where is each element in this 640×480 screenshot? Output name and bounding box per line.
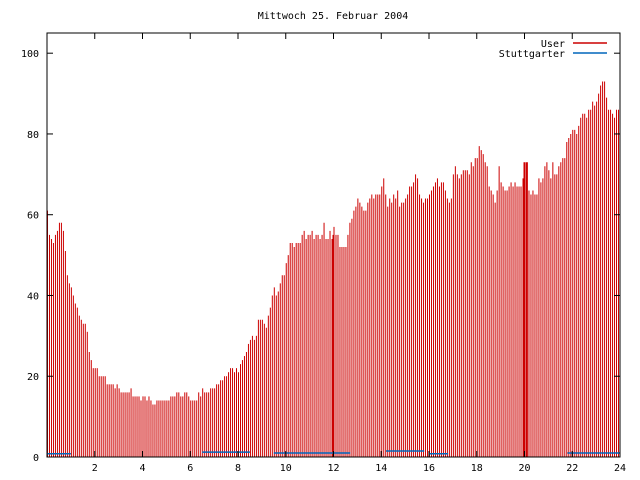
y-tick-label: 20 <box>27 372 39 383</box>
x-tick-label: 4 <box>139 463 145 474</box>
x-tick-label: 14 <box>375 463 387 474</box>
x-tick-label: 16 <box>423 463 435 474</box>
plot-bars <box>47 81 620 457</box>
y-tick-label: 0 <box>33 453 39 464</box>
x-tick-label: 2 <box>92 463 98 474</box>
legend: User Stuttgarter <box>499 39 607 60</box>
plot-series-stuttgarter <box>47 450 620 455</box>
y-axis: 0 20 40 60 80 100 <box>21 49 620 464</box>
x-tick-label: 18 <box>471 463 483 474</box>
x-tick-label: 22 <box>566 463 578 474</box>
y-tick-label: 100 <box>21 49 39 60</box>
x-axis: 2 4 6 8 10 12 14 16 18 20 22 24 <box>92 33 626 474</box>
y-tick-label: 60 <box>27 211 39 222</box>
x-tick-label: 6 <box>187 463 193 474</box>
y-tick-label: 40 <box>27 291 39 302</box>
y-tick-label: 80 <box>27 130 39 141</box>
x-tick-label: 20 <box>518 463 530 474</box>
x-tick-label: 8 <box>235 463 241 474</box>
x-tick-label: 24 <box>614 463 626 474</box>
legend-label-user: User <box>541 39 565 50</box>
legend-label-stuttgarter: Stuttgarter <box>499 49 565 60</box>
x-tick-label: 12 <box>327 463 339 474</box>
x-tick-label: 10 <box>280 463 292 474</box>
chart-title: Mittwoch 25. Februar 2004 <box>258 11 409 22</box>
